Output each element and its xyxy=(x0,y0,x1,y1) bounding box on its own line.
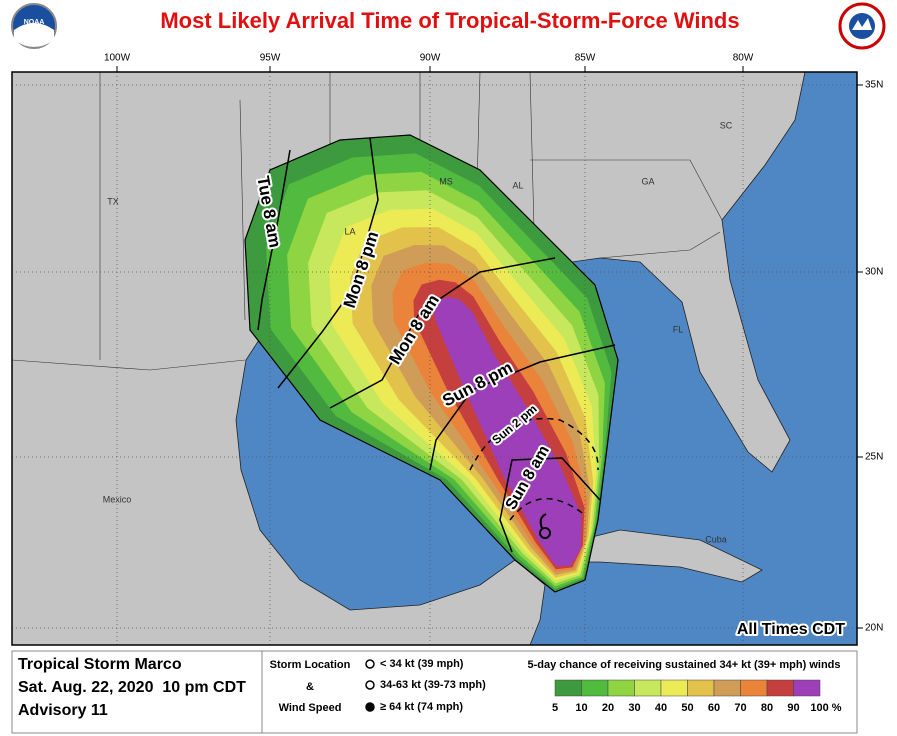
border xyxy=(11,359,246,371)
longitude-label: 85W xyxy=(575,53,596,64)
scale-swatch xyxy=(660,679,688,697)
scale-swatch xyxy=(554,679,582,697)
noaa-logo: NOAA xyxy=(11,3,57,49)
scale-label: 60 xyxy=(708,702,720,714)
scale-label: 50 xyxy=(681,702,693,714)
scale-swatch xyxy=(793,679,821,697)
logo-mark xyxy=(852,18,872,30)
title: Most Likely Arrival Time of Tropical-Sto… xyxy=(160,8,739,33)
probability-area xyxy=(434,297,582,567)
scale-title: 5-day chance of receiving sustained 34+ … xyxy=(528,659,841,671)
scale-swatch xyxy=(607,679,635,697)
scale-label: 10 xyxy=(575,702,587,714)
region-label: TX xyxy=(107,196,119,206)
time-line xyxy=(329,257,556,409)
scale-swatch xyxy=(687,679,715,697)
latitude-label: 30N xyxy=(865,267,883,278)
time-note: All Times CDT xyxy=(737,621,845,638)
scale-label: 100 % xyxy=(810,702,841,714)
scale-label: 30 xyxy=(628,702,640,714)
scale-label: 40 xyxy=(655,702,667,714)
storm-info-box xyxy=(11,650,263,734)
time-line-dashed xyxy=(469,417,599,471)
storm-symbol xyxy=(539,527,551,539)
symbol-key-label: 34-63 kt (39-73 mph) xyxy=(380,679,486,691)
latitude-label: 20N xyxy=(865,623,883,634)
symbol-key-label: ≥ 64 kt (74 mph) xyxy=(380,701,463,713)
key-symbol xyxy=(365,680,375,690)
region-label: SC xyxy=(720,120,733,130)
scale-swatch xyxy=(766,679,794,697)
logo-inner xyxy=(849,13,875,39)
scale-label: 80 xyxy=(761,702,773,714)
time-line xyxy=(257,149,291,331)
region-label: FL xyxy=(673,324,684,334)
map-frame xyxy=(11,71,858,646)
border xyxy=(599,231,721,259)
logo-wave xyxy=(14,23,54,47)
symbol-key-title: Wind Speed xyxy=(279,702,342,714)
longitude-label: 100W xyxy=(104,53,131,64)
scale-label: 70 xyxy=(734,702,746,714)
symbol-key-title: & xyxy=(306,681,314,693)
region-label: MS xyxy=(439,176,453,186)
scale-swatch xyxy=(740,679,768,697)
border xyxy=(530,159,723,221)
time-line xyxy=(499,457,601,553)
latitude-label: 35N xyxy=(865,80,883,91)
region-label: Cuba xyxy=(705,534,727,544)
storm-name: Tropical Storm Marco xyxy=(18,656,182,673)
scale-label: 5 xyxy=(552,702,558,714)
footer: Tropical Storm Marco Sat. Aug. 22, 2020 … xyxy=(11,650,858,734)
longitude-label: 95W xyxy=(260,53,281,64)
key-symbol xyxy=(365,659,375,669)
latitude-label: 25N xyxy=(865,452,883,463)
time-line xyxy=(429,344,616,471)
scale-label: 90 xyxy=(787,702,799,714)
region-label: AL xyxy=(512,180,523,190)
border xyxy=(239,99,246,321)
region-label: GA xyxy=(641,176,654,186)
region-label: Mexico xyxy=(103,494,132,504)
storm-symbol-tail xyxy=(539,513,547,529)
advisory: Advisory 11 xyxy=(18,702,108,719)
longitude-label: 90W xyxy=(420,53,441,64)
key-symbol xyxy=(365,702,375,712)
logo-text: NOAA xyxy=(24,19,45,26)
time-line xyxy=(277,137,379,389)
region-label: LA xyxy=(344,226,355,236)
scale-swatch xyxy=(713,679,741,697)
scale-label: 20 xyxy=(602,702,614,714)
nws-logo xyxy=(838,2,886,50)
scale-swatch xyxy=(634,679,662,697)
scale-swatch xyxy=(581,679,609,697)
symbol-key-title: Storm Location xyxy=(270,659,351,671)
longitude-label: 80W xyxy=(733,53,754,64)
issued: Sat. Aug. 22, 2020 10 pm CDT xyxy=(18,679,246,696)
symbol-key-label: < 34 kt (39 mph) xyxy=(380,658,464,670)
